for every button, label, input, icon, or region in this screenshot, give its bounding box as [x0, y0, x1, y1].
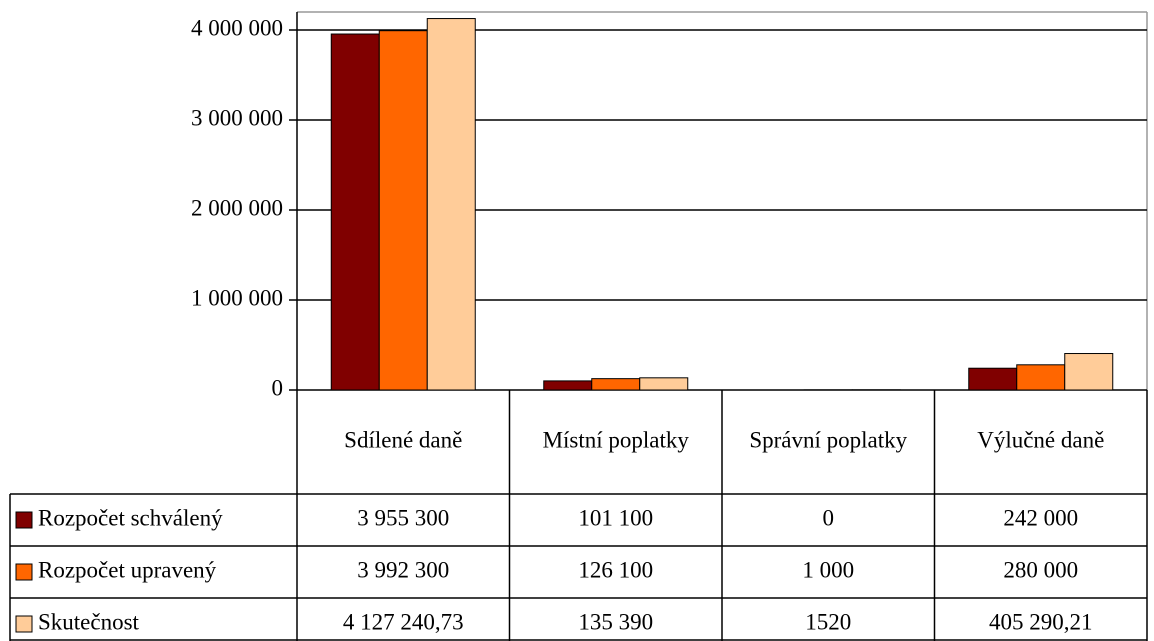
bar	[968, 367, 1018, 391]
bar	[1016, 364, 1066, 391]
bar	[591, 378, 641, 391]
category-label: Výlučné daně	[977, 427, 1104, 452]
y-tick-label: 1 000 000	[191, 285, 283, 310]
table-value: 1 000	[802, 557, 854, 582]
legend-label: Rozpočet upravený	[38, 557, 217, 582]
table-value: 3 992 300	[357, 557, 449, 582]
table-value: 405 290,21	[989, 609, 1093, 634]
table-value: 135 390	[578, 609, 653, 634]
bar	[426, 18, 476, 391]
legend-label: Rozpočet schválený	[38, 505, 223, 530]
table-value: 242 000	[1003, 505, 1078, 530]
table-value: 101 100	[578, 505, 653, 530]
category-label: Místní poplatky	[543, 427, 690, 452]
table-value: 126 100	[578, 557, 653, 582]
table-value: 280 000	[1003, 557, 1078, 582]
table-value: 4 127 240,73	[343, 609, 464, 634]
y-tick-label: 0	[272, 375, 284, 400]
bar	[639, 377, 689, 391]
table-value: 3 955 300	[357, 505, 449, 530]
y-tick-label: 4 000 000	[191, 15, 283, 40]
bar	[543, 380, 593, 391]
legend-label: Skutečnost	[38, 609, 140, 634]
table-value: 1520	[805, 609, 851, 634]
legend-key	[15, 563, 33, 581]
bar	[378, 30, 428, 391]
legend-key	[15, 511, 33, 529]
category-label: Sdílené daně	[344, 427, 462, 452]
legend-key	[15, 615, 33, 633]
category-label: Správní poplatky	[749, 427, 907, 452]
bar	[1064, 353, 1114, 391]
y-tick-label: 3 000 000	[191, 105, 283, 130]
table-value: 0	[823, 505, 835, 530]
y-tick-label: 2 000 000	[191, 195, 283, 220]
bar	[330, 33, 380, 391]
